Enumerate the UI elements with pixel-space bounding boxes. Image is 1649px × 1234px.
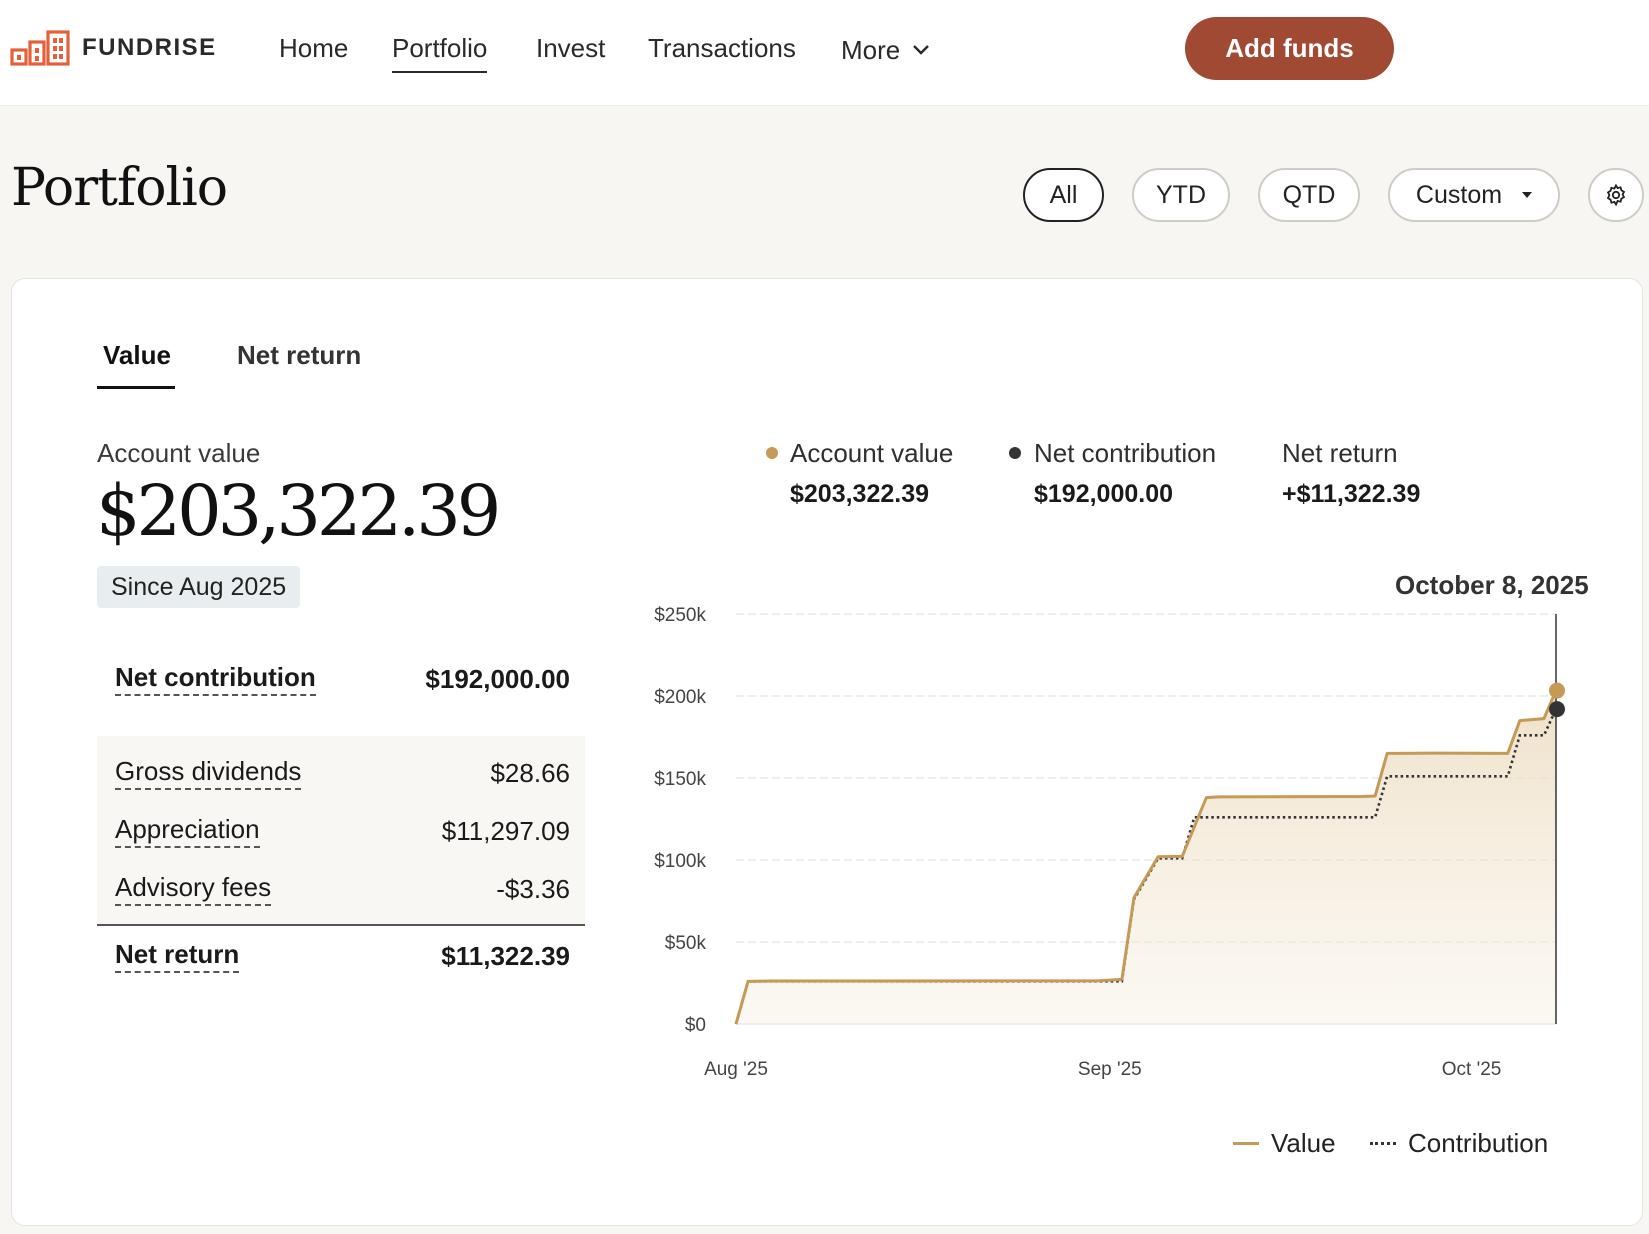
y-tick-label: $0 [685,1015,706,1036]
y-tick-label: $100k [654,851,706,872]
return-breakdown-panel [97,736,585,924]
contribution-line-swatch [1370,1142,1396,1145]
summary-account-value: $203,322.39 [790,480,930,508]
contribution-line [734,708,1558,1025]
net-return-value: $11,322.39 [441,940,570,971]
advisory-fees-row: Advisory fees -$3.36 [97,861,585,917]
gear-icon [1606,183,1626,207]
brand-name: FUNDRISE [82,34,217,61]
net-return-label[interactable]: Net return [115,939,240,973]
advisory-fees-label[interactable]: Advisory fees [115,872,272,906]
gross-dividends-label[interactable]: Gross dividends [115,756,302,790]
y-tick-label: $50k [665,933,707,954]
contribution-point-marker [1549,701,1565,718]
net-contribution-label[interactable]: Net contribution [115,662,316,696]
settings-button[interactable] [1588,168,1644,222]
net-contribution-dot [1009,447,1021,459]
appreciation-value: $11,297.09 [441,815,570,846]
value-line-swatch [1233,1142,1259,1145]
value-point-marker [1549,682,1565,699]
legend-contribution: Contribution [1370,1128,1548,1159]
hover-date-label: October 8, 2025 [1395,570,1589,600]
summary-net-return-label: Net return [1282,438,1398,468]
breakdown-divider [97,924,585,926]
summary-net-contribution: $192,000.00 [1034,480,1174,508]
value-line [734,689,1558,1025]
nav-invest[interactable]: Invest [536,33,606,63]
legend-value-label: Value [1271,1128,1336,1158]
gross-dividends-row: Gross dividends $28.66 [97,745,585,801]
add-funds-button[interactable]: Add funds [1185,17,1394,80]
tab-active-indicator [97,386,175,389]
advisory-fees-value: -$3.36 [496,873,570,904]
page-title: Portfolio [11,158,228,218]
legend-value: Value [1233,1128,1336,1159]
filter-custom-label: Custom [1415,180,1503,209]
nav-transactions[interactable]: Transactions [648,33,796,63]
account-value-amount: $203,322.39 [96,470,501,552]
net-return-row: Net return $11,322.39 [97,928,585,984]
summary-net-contribution-label: Net contribution [1034,438,1217,468]
appreciation-label[interactable]: Appreciation [115,814,260,848]
filter-ytd[interactable]: YTD [1132,168,1230,222]
y-tick-label: $200k [654,687,706,708]
x-tick-label: Oct '25 [1442,1059,1502,1080]
nav-more[interactable]: More [841,30,930,70]
account-value-dot [766,447,778,459]
net-contribution-value: $192,000.00 [425,663,570,694]
filter-all[interactable]: All [1023,168,1104,222]
fundrise-logo[interactable]: FUNDRISE [10,26,217,70]
nav-home[interactable]: Home [279,33,349,63]
net-contribution-row: Net contribution $192,000.00 [97,651,585,707]
nav-more-label: More [841,35,901,65]
filter-custom-dropdown[interactable]: Custom [1388,168,1560,222]
account-value-label: Account value [97,438,261,468]
x-tick-label: Aug '25 [704,1059,768,1080]
tab-net-return[interactable]: Net return [237,340,362,370]
tab-value[interactable]: Value [103,340,171,370]
filter-qtd[interactable]: QTD [1258,168,1360,222]
nav-portfolio[interactable]: Portfolio [392,30,488,73]
legend-contribution-label: Contribution [1408,1128,1549,1158]
x-tick-label: Sep '25 [1078,1059,1142,1080]
summary-account-value-label: Account value [790,438,954,468]
since-badge: Since Aug 2025 [97,566,301,608]
y-tick-label: $250k [654,605,706,626]
caret-down-icon [1522,192,1533,198]
chevron-down-icon [913,45,930,55]
appreciation-row: Appreciation $11,297.09 [97,803,585,859]
logo-buildings-icon [10,30,70,66]
summary-net-return: +$11,322.39 [1282,480,1421,508]
value-area [736,690,1556,1024]
top-navigation: FUNDRISE Home Portfolio Invest Transacti… [0,0,1649,106]
gross-dividends-value: $28.66 [490,757,570,788]
y-tick-label: $150k [654,769,706,790]
